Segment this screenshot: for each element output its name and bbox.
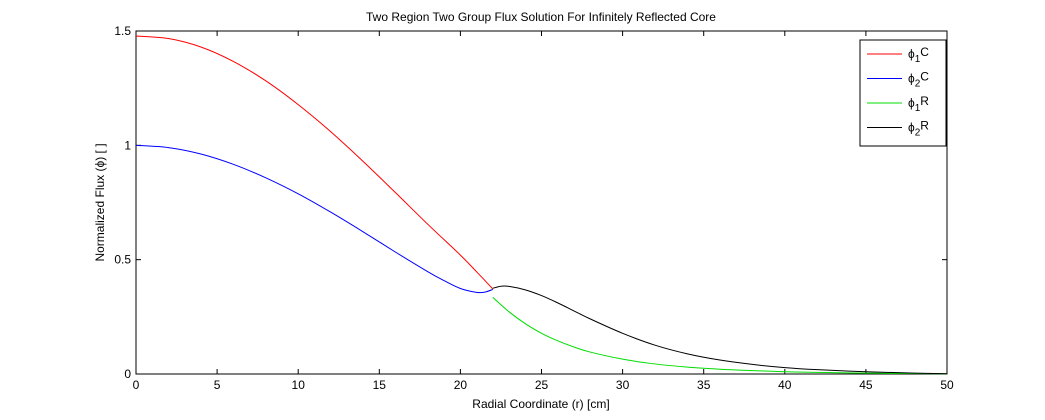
x-tick-label: 50: [940, 378, 954, 392]
y-tick-label: 1: [124, 138, 131, 152]
legend-label-3: ϕ1R: [908, 94, 929, 114]
series-line-4: [492, 285, 948, 375]
y-tick-label: 1.5: [114, 24, 131, 38]
x-axis-label: Radial Coordinate (r) [cm]: [472, 397, 609, 411]
series-line-3: [492, 297, 948, 375]
legend-label-2: ϕ2C: [908, 70, 929, 90]
axis-ticks: 0 5 10 15 20 25 30 35 40 45 50 0 0.5 1 1.5: [114, 24, 954, 392]
legend-subscript: 1: [915, 54, 921, 65]
series-line-1: [135, 35, 494, 290]
legend-label-4: ϕ2R: [908, 119, 929, 139]
x-tick-label: 5: [214, 378, 221, 392]
legend-subscript: 2: [915, 79, 921, 90]
legend-phi: ϕ: [908, 72, 915, 86]
legend-suffix: C: [920, 45, 929, 59]
legend-subscript: 2: [915, 128, 921, 139]
x-tick-label: 15: [373, 378, 387, 392]
legend-phi: ϕ: [908, 47, 915, 61]
x-tick-label: 45: [859, 378, 873, 392]
x-tick-label: 20: [454, 378, 468, 392]
y-tick-label: 0.5: [114, 253, 131, 267]
series-lines: [135, 35, 948, 375]
y-tick-label: 0: [124, 367, 131, 381]
legend-phi: ϕ: [908, 96, 915, 110]
legend-suffix: R: [920, 94, 929, 108]
legend-label-1: ϕ1C: [908, 45, 929, 65]
x-tick-label: 10: [292, 378, 306, 392]
x-tick-label: 0: [133, 378, 140, 392]
x-tick-label: 30: [616, 378, 630, 392]
legend-suffix: R: [920, 119, 929, 133]
legend-subscript: 1: [915, 103, 921, 114]
x-tick-label: 35: [697, 378, 711, 392]
chart-title: Two Region Two Group Flux Solution For I…: [366, 10, 716, 24]
plot-area: [135, 30, 948, 375]
series-line-2: [135, 144, 494, 294]
x-tick-label: 40: [778, 378, 792, 392]
x-tick-label: 25: [535, 378, 549, 392]
legend-phi: ϕ: [908, 121, 915, 135]
legend-box: [859, 39, 947, 147]
legend-suffix: C: [920, 70, 929, 84]
y-axis-label: Normalized Flux (ϕ) [ ]: [93, 143, 107, 261]
